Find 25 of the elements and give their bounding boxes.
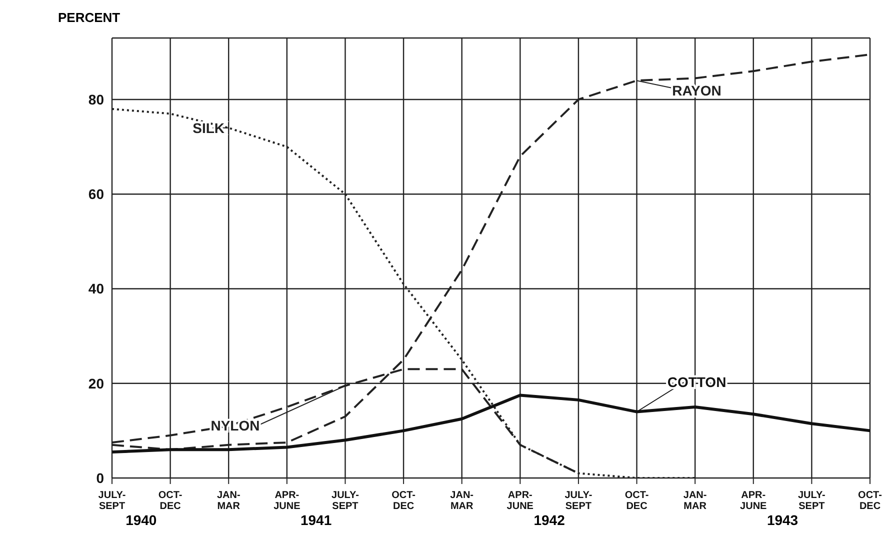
text: 1943 xyxy=(766,512,800,528)
y-axis-title: PERCENT xyxy=(58,10,120,25)
text: 1940 xyxy=(124,512,158,528)
text: 1941 xyxy=(299,512,333,528)
y-tick-label: 40 xyxy=(88,280,104,297)
x-tick-label: APR-JUNE xyxy=(740,490,768,512)
x-tick-label: OCT-DEC xyxy=(158,490,182,512)
x-tick-label: JULY-SEPT xyxy=(98,490,126,512)
x-tick-label: APR-JUNE xyxy=(506,490,534,512)
text: 1942 xyxy=(532,512,566,528)
y-tick-label: 20 xyxy=(88,375,104,392)
x-tick-label: JAN-MAR xyxy=(683,490,708,512)
series-label: SILK xyxy=(192,120,225,136)
x-tick-label: JULY-SEPT xyxy=(564,490,592,512)
x-tick-label: JAN-MAR xyxy=(450,490,474,512)
x-tick-label: JULY-SEPT xyxy=(332,490,359,512)
y-tick-label: 60 xyxy=(88,186,104,202)
x-tick-label: OCT-DEC xyxy=(858,490,882,512)
x-tick-label: JAN-MAR xyxy=(216,490,241,512)
y-tick-label: 0 xyxy=(96,470,104,486)
x-tick-label: OCT-DEC xyxy=(624,490,649,512)
x-tick-label: APR-JUNE xyxy=(274,490,301,512)
x-tick-label: JULY-SEPT xyxy=(798,490,826,512)
y-tick-label: 80 xyxy=(88,91,104,108)
x-tick-label: OCT-DEC xyxy=(392,490,416,512)
